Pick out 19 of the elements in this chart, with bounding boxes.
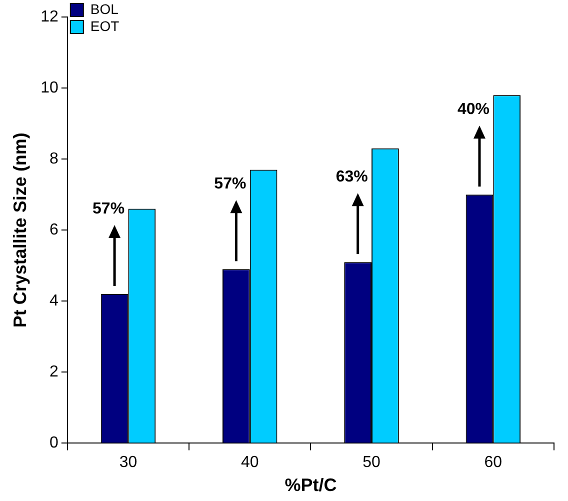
y-tick-label: 4 xyxy=(49,292,58,310)
y-tick-label: 8 xyxy=(49,150,58,168)
annotation: 63% xyxy=(336,168,368,186)
y-tick-label: 10 xyxy=(40,79,58,96)
x-axis-title: %Pt/C xyxy=(284,475,337,496)
y-tick-label: 12 xyxy=(40,8,58,26)
y-tick-label: 2 xyxy=(49,364,58,381)
y-tick-label: 6 xyxy=(49,222,58,239)
annotation: 40% xyxy=(457,100,490,118)
annotation: 57% xyxy=(214,176,246,193)
x-tick-label: 50 xyxy=(362,454,381,472)
y-axis-title: Pt Crystallite Size (nm) xyxy=(10,132,30,328)
annotation: 57% xyxy=(92,200,125,218)
legend-label: BOL xyxy=(90,0,119,17)
x-tick-label: 60 xyxy=(484,454,502,472)
x-tick-label: 30 xyxy=(119,454,138,472)
legend-label: EOT xyxy=(90,18,120,34)
x-tick-label: 40 xyxy=(240,454,259,472)
y-tick-label: 0 xyxy=(49,434,58,452)
